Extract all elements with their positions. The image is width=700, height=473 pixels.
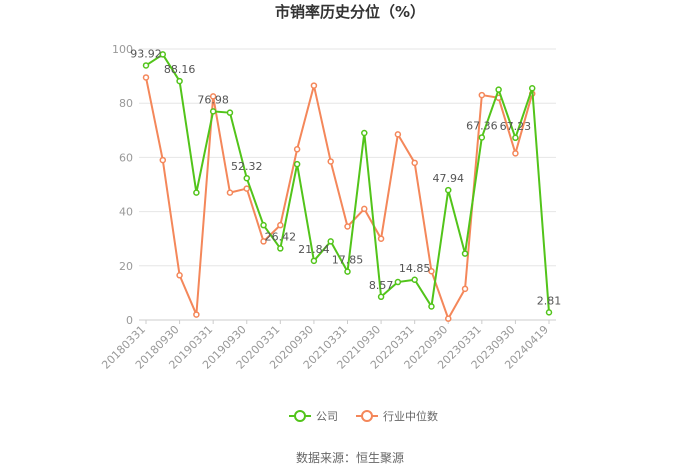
data-point-industry-median[interactable] <box>226 189 234 196</box>
data-point-company[interactable] <box>243 174 250 182</box>
data-point-industry-median[interactable] <box>411 159 418 167</box>
data-point-industry-median[interactable] <box>445 315 452 322</box>
y-tick-label: 20 <box>119 260 133 273</box>
data-point-company[interactable] <box>411 276 418 284</box>
data-point-industry-median[interactable] <box>428 267 435 275</box>
data-point-company[interactable] <box>176 77 183 85</box>
data-label-company: 76.98 <box>197 93 229 106</box>
data-point-company[interactable] <box>545 309 553 316</box>
y-axis: 0 20 40 60 80 100 <box>112 43 133 327</box>
data-point-company[interactable] <box>512 134 519 142</box>
data-point-company[interactable] <box>428 303 435 310</box>
legend-label: 行业中位数 <box>383 409 438 423</box>
data-point-company[interactable] <box>394 278 402 286</box>
data-point-industry-median[interactable] <box>361 205 368 213</box>
data-label-company: 21.84 <box>298 243 330 256</box>
legend[interactable]: 公司 行业中位数 <box>289 409 438 423</box>
data-point-company[interactable] <box>461 250 469 257</box>
data-point-company[interactable] <box>226 109 234 116</box>
data-label-company: 14.85 <box>399 262 431 275</box>
data-point-company[interactable] <box>142 62 150 69</box>
data-point-company[interactable] <box>293 160 301 168</box>
data-point-industry-median[interactable] <box>512 150 519 157</box>
grid <box>139 48 556 321</box>
data-point-company[interactable] <box>310 257 318 265</box>
data-label-company: 17.85 <box>332 254 364 267</box>
legend-marker <box>361 410 373 422</box>
data-point-industry-median[interactable] <box>377 235 385 242</box>
legend-label: 公司 <box>316 410 338 423</box>
data-point-industry-median[interactable] <box>260 238 267 245</box>
data-point-company[interactable] <box>361 129 368 137</box>
data-point-industry-median[interactable] <box>394 131 402 138</box>
data-label-company: 52.32 <box>231 160 263 173</box>
data-label-company: 2.81 <box>537 294 562 307</box>
data-point-industry-median[interactable] <box>344 223 351 230</box>
source-note: 数据来源：恒生聚源 <box>296 450 404 465</box>
legend-item-company[interactable]: 公司 <box>289 410 338 423</box>
data-point-company[interactable] <box>327 238 334 245</box>
data-point-company[interactable] <box>344 268 351 275</box>
data-point-industry-median[interactable] <box>193 311 200 318</box>
data-point-industry-median[interactable] <box>176 272 183 279</box>
y-tick-label: 60 <box>119 151 133 164</box>
data-label-company: 88.16 <box>164 63 196 76</box>
x-axis: 2018033120180930201903312019093020200331… <box>99 320 551 372</box>
data-label-company: 8.57 <box>369 279 394 292</box>
data-point-company[interactable] <box>377 293 385 301</box>
y-tick-label: 100 <box>112 43 133 56</box>
data-point-company[interactable] <box>260 221 267 229</box>
data-point-industry-median[interactable] <box>209 93 217 100</box>
y-tick-label: 40 <box>119 206 133 219</box>
data-point-industry-median[interactable] <box>310 82 318 89</box>
data-point-company[interactable] <box>159 51 167 58</box>
data-point-industry-median[interactable] <box>327 158 334 165</box>
data-label-company: 67.36 <box>466 119 498 132</box>
chart-title: 市销率历史分位（%） <box>275 3 425 21</box>
legend-item-industry-median[interactable]: 行业中位数 <box>356 409 438 423</box>
data-label-company: 67.23 <box>500 120 532 133</box>
data-point-industry-median[interactable] <box>159 156 167 164</box>
data-point-industry-median[interactable] <box>293 146 301 153</box>
data-point-company[interactable] <box>193 189 200 196</box>
data-point-industry-median[interactable] <box>277 221 284 229</box>
data-label-company: 47.94 <box>433 172 465 185</box>
data-point-industry-median[interactable] <box>243 185 250 192</box>
series-line-industry-median <box>145 77 534 320</box>
data-point-industry-median[interactable] <box>142 74 150 81</box>
y-tick-label: 80 <box>119 97 133 110</box>
series-layer <box>142 51 553 322</box>
data-point-company[interactable] <box>495 86 502 93</box>
data-point-industry-median[interactable] <box>461 285 469 293</box>
data-point-industry-median[interactable] <box>478 91 486 99</box>
data-point-company[interactable] <box>478 134 486 141</box>
data-point-company[interactable] <box>277 245 284 252</box>
legend-marker <box>294 410 306 422</box>
data-point-company[interactable] <box>528 85 536 92</box>
y-tick-label: 0 <box>126 314 133 327</box>
data-label-company: 26.42 <box>265 230 297 243</box>
data-point-company[interactable] <box>209 108 217 115</box>
data-point-company[interactable] <box>445 186 452 194</box>
data-label-company: 93.92 <box>130 47 162 60</box>
